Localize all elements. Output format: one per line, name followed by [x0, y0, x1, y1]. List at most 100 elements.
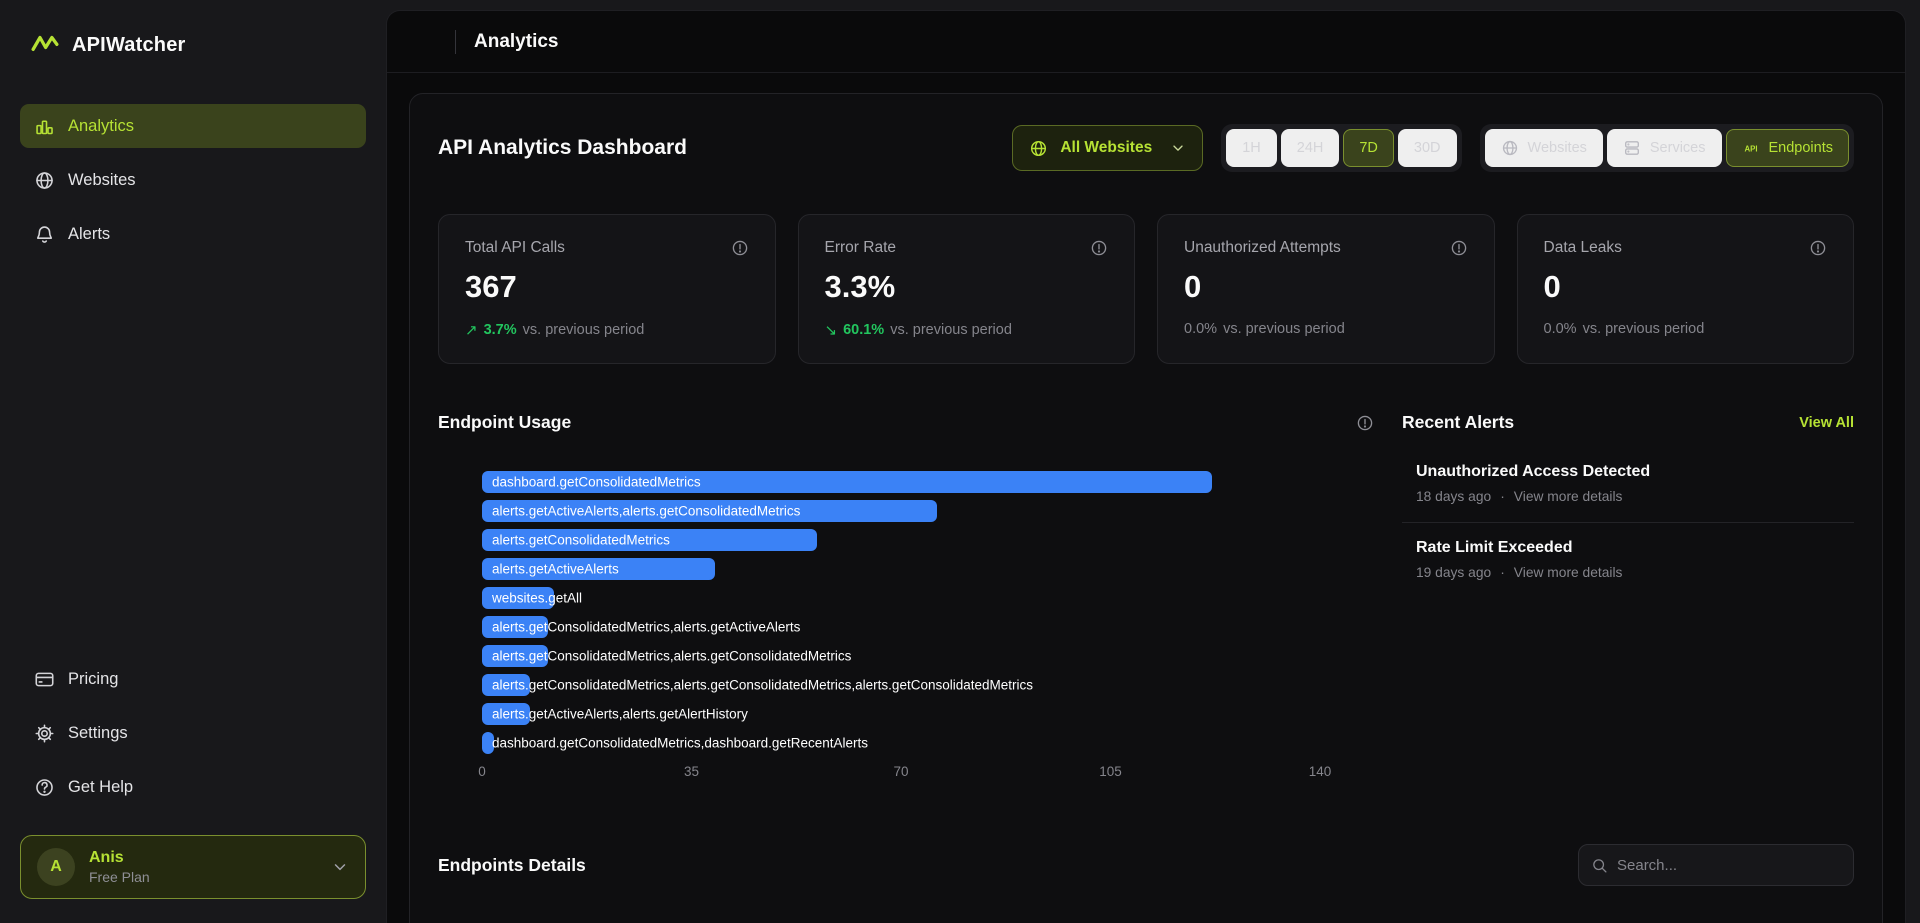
info-icon[interactable]: [1450, 239, 1468, 257]
stat-value: 367: [465, 269, 517, 304]
x-tick: 35: [683, 764, 700, 779]
x-tick: 140: [1308, 764, 1332, 779]
svg-text:API: API: [1744, 144, 1757, 153]
stat-card-unauthorized-attempts: Unauthorized Attempts 0 0.0% vs. previous p…: [1157, 214, 1495, 364]
sidebar-nav: Analytics Websites Alerts: [20, 104, 366, 256]
endpoint-bar[interactable]: [482, 529, 818, 551]
info-icon[interactable]: [1090, 239, 1108, 257]
apiwatcher-logo-icon: [30, 30, 60, 60]
endpoint-bar[interactable]: [482, 587, 554, 609]
sidebar-item-label: Settings: [68, 723, 128, 742]
charts-row: Endpoint Usage dashboard.getConsolidated…: [438, 412, 1854, 786]
bar-label: alerts.getConsolidatedMetrics,alerts.get…: [492, 648, 852, 664]
website-filter-select[interactable]: All Websites: [1012, 125, 1204, 171]
api-icon: API: [1742, 139, 1760, 157]
info-icon[interactable]: [731, 239, 749, 257]
endpoint-bar[interactable]: [482, 645, 548, 667]
sidebar: APIWatcher Analytics Websites Alerts Prici…: [0, 0, 386, 923]
endpoint-bar[interactable]: [482, 674, 530, 696]
alert-item: Unauthorized Access Detected 18 days ago ·…: [1402, 447, 1854, 523]
topbar-divider: [455, 29, 456, 54]
trend-percent: 60.1%: [843, 322, 885, 338]
alert-details-link[interactable]: View more details: [1513, 565, 1623, 580]
time-range-1h[interactable]: 1H: [1226, 129, 1277, 167]
sidebar-item-pricing[interactable]: Pricing: [20, 657, 366, 701]
time-range-7d[interactable]: 7D: [1343, 129, 1394, 167]
dot-separator: ·: [1500, 565, 1505, 580]
user-profile-card[interactable]: A Anis Free Plan: [20, 835, 366, 899]
stat-trend: ↗ 3.7% vs. previous period: [465, 321, 749, 339]
bell-icon: [34, 224, 55, 245]
view-all-link[interactable]: View All: [1799, 414, 1854, 431]
sidebar-item-get-help[interactable]: Get Help: [20, 765, 366, 809]
alert-title: Unauthorized Access Detected: [1416, 463, 1651, 480]
stat-card-total-api-calls: Total API Calls 367 ↗ 3.7% vs. previous peri…: [438, 214, 776, 364]
sidebar-item-alerts[interactable]: Alerts: [20, 212, 366, 256]
info-icon[interactable]: [1356, 414, 1374, 432]
dashboard-controls: All Websites 1H 24H 7D 30D Websites Services…: [1012, 124, 1854, 172]
bar-row: alerts.getConsolidatedMetrics,alerts.get…: [482, 616, 1320, 638]
endpoint-bar[interactable]: [482, 703, 530, 725]
bar-label: alerts.getActiveAlerts,alerts.getAlertHi…: [492, 706, 748, 722]
sidebar-item-websites[interactable]: Websites: [20, 158, 366, 202]
dot-separator: ·: [1500, 489, 1505, 504]
bar-row: websites.getAll: [482, 587, 1320, 609]
trend-note: vs. previous period: [522, 322, 645, 338]
bar-row: dashboard.getConsolidatedMetrics: [482, 471, 1320, 493]
dashboard-title: API Analytics Dashboard: [438, 136, 687, 159]
sidebar-item-label: Pricing: [68, 669, 119, 688]
x-axis: 0 35 70 105 140: [478, 764, 1331, 786]
stat-label: Unauthorized Attempts: [1184, 239, 1341, 256]
globe-icon: [34, 170, 55, 191]
search-input[interactable]: [1617, 856, 1841, 874]
sidebar-footer-nav: Pricing Settings Get Help: [20, 657, 366, 809]
view-tab-services[interactable]: Services: [1606, 129, 1722, 167]
stat-label: Total API Calls: [465, 239, 565, 256]
bar-label: alerts.getConsolidatedMetrics,alerts.get…: [492, 677, 1034, 693]
endpoint-bar[interactable]: [482, 500, 937, 522]
alert-time: 19 days ago: [1416, 565, 1492, 580]
alert-time: 18 days ago: [1416, 489, 1492, 504]
globe-icon: [1029, 139, 1048, 158]
sidebar-item-settings[interactable]: Settings: [20, 711, 366, 755]
profile-plan: Free Plan: [89, 869, 150, 885]
endpoint-usage-chart: dashboard.getConsolidatedMetrics alerts.g…: [482, 471, 1320, 754]
website-filter-value: All Websites: [1060, 139, 1153, 156]
info-icon[interactable]: [1809, 239, 1827, 257]
stat-value: 0: [1543, 269, 1561, 304]
dashboard-card: API Analytics Dashboard All Websites 1H 2…: [409, 93, 1883, 923]
time-range-30d[interactable]: 30D: [1397, 129, 1457, 167]
trend-note: vs. previous period: [890, 322, 1012, 338]
endpoint-bar[interactable]: [482, 732, 494, 754]
trend-percent: 0.0%: [1543, 321, 1577, 337]
help-circle-icon: [34, 777, 55, 798]
trend-note: vs. previous period: [1582, 321, 1705, 337]
bar-row: alerts.getActiveAlerts: [482, 558, 1320, 580]
trend-percent: 0.0%: [1184, 321, 1218, 337]
brand: APIWatcher: [30, 30, 366, 60]
view-tab-endpoints[interactable]: API Endpoints: [1725, 129, 1849, 167]
time-range-group: 1H 24H 7D 30D: [1221, 124, 1462, 172]
bar-label: alerts.getConsolidatedMetrics,alerts.get…: [492, 619, 801, 635]
stat-trend: ↘ 60.1% vs. previous period: [825, 321, 1109, 339]
time-range-24h[interactable]: 24H: [1280, 129, 1340, 167]
recent-alerts-title: Recent Alerts: [1402, 412, 1515, 432]
stats-row: Total API Calls 367 ↗ 3.7% vs. previous peri…: [438, 214, 1854, 364]
sidebar-item-analytics[interactable]: Analytics: [20, 104, 366, 148]
endpoint-bar[interactable]: [482, 471, 1213, 493]
alert-title: Rate Limit Exceeded: [1416, 539, 1573, 556]
endpoint-usage-section: Endpoint Usage dashboard.getConsolidated…: [438, 412, 1374, 786]
bar-label: dashboard.getConsolidatedMetrics,dashboa…: [492, 735, 868, 751]
x-tick: 70: [893, 764, 909, 779]
stat-label: Error Rate: [824, 239, 897, 256]
endpoint-bar[interactable]: [482, 616, 548, 638]
dashboard-header: API Analytics Dashboard All Websites 1H 2…: [438, 124, 1854, 172]
endpoint-bar[interactable]: [482, 558, 716, 580]
alert-details-link[interactable]: View more details: [1513, 489, 1623, 504]
content: API Analytics Dashboard All Websites 1H 2…: [387, 73, 1905, 923]
stat-label: Data Leaks: [1543, 239, 1622, 256]
sidebar-toggle-icon[interactable]: [415, 31, 437, 53]
chevron-down-icon: [331, 858, 349, 876]
bar-label: alerts.getActiveAlerts,alerts.getConsoli…: [492, 503, 801, 519]
view-tab-websites[interactable]: Websites: [1484, 129, 1603, 167]
